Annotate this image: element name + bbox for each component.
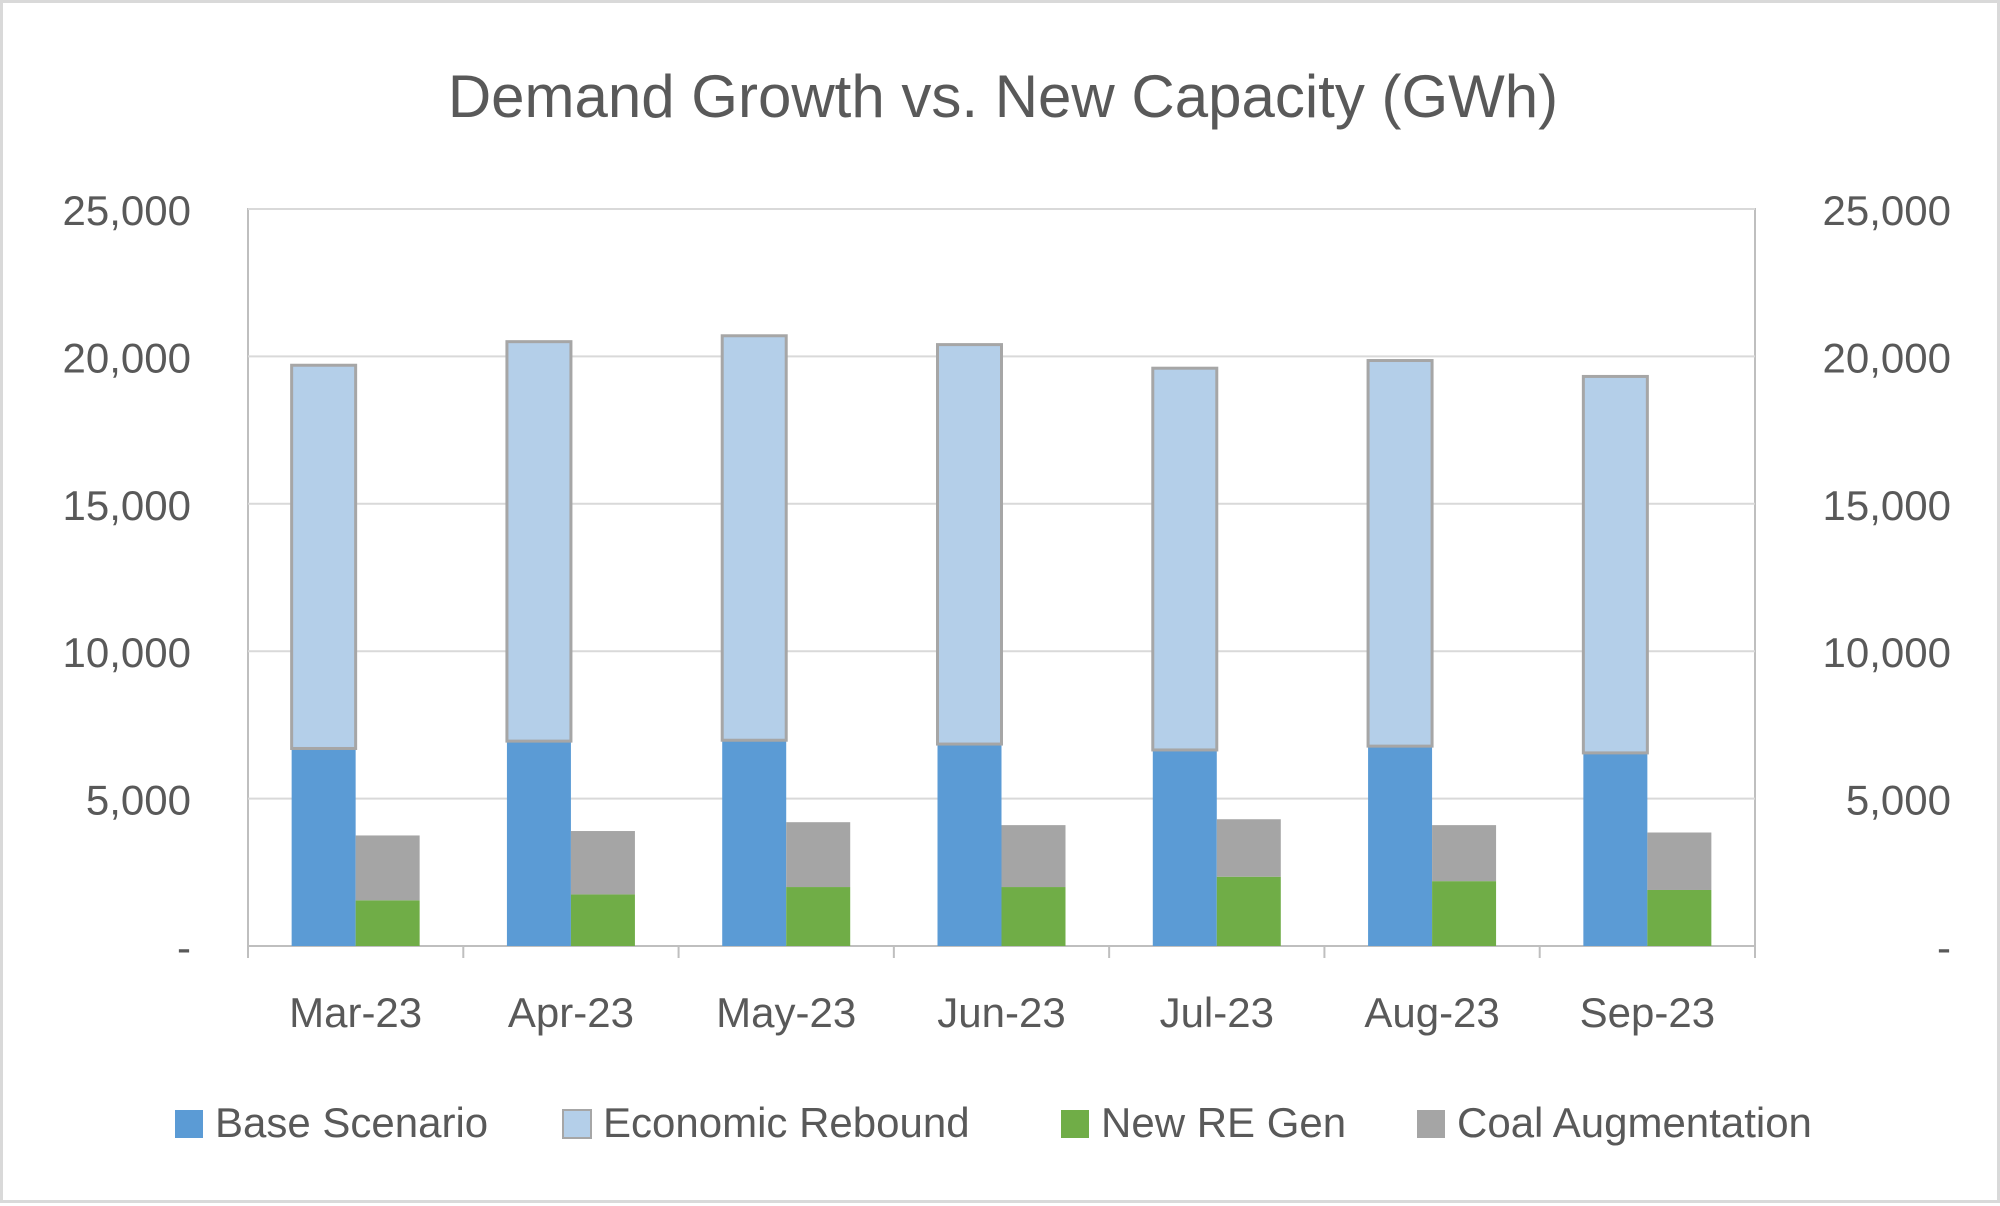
y-tick-label-left: 25,000 bbox=[63, 187, 191, 234]
legend: Base Scenario Economic Rebound New RE Gen C… bbox=[175, 1099, 1812, 1146]
y-tick-label-right: 25,000 bbox=[1823, 187, 1951, 234]
bar-economic-rebound bbox=[1151, 366, 1219, 752]
x-tick-label: Mar-23 bbox=[289, 989, 422, 1036]
chart-title: Demand Growth vs. New Capacity (GWh) bbox=[448, 63, 1558, 130]
y-tick-label-right: 5,000 bbox=[1846, 777, 1951, 824]
bar-base-scenario bbox=[1583, 752, 1648, 946]
legend-label: Economic Rebound bbox=[603, 1099, 970, 1146]
legend-label: New RE Gen bbox=[1101, 1099, 1346, 1146]
bar-coal-augmentation bbox=[786, 822, 851, 888]
x-tick-label: Sep-23 bbox=[1580, 989, 1715, 1036]
y-tick-label-right: - bbox=[1937, 924, 1951, 971]
legend-swatch bbox=[562, 1109, 592, 1139]
bar-coal-augmentation bbox=[1647, 832, 1712, 890]
x-tick-label: Jun-23 bbox=[937, 989, 1065, 1036]
bar-new-re-gen bbox=[1001, 887, 1066, 946]
y-tick-label-left: 5,000 bbox=[86, 777, 191, 824]
legend-label: Coal Augmentation bbox=[1457, 1099, 1812, 1146]
bars bbox=[290, 334, 1712, 946]
y-tick-label-right: 10,000 bbox=[1823, 629, 1951, 676]
bar-coal-augmentation bbox=[1216, 819, 1281, 877]
bar-base-scenario bbox=[722, 740, 787, 946]
bar-economic-rebound bbox=[505, 340, 573, 743]
axes: - - 5,000 5,000 10,000 10,000 15,000 15,000 20,0… bbox=[63, 187, 1951, 1036]
y-tick-label-left: 15,000 bbox=[63, 482, 191, 529]
legend-swatch bbox=[1417, 1110, 1445, 1138]
bar-new-re-gen bbox=[1216, 876, 1281, 946]
bar-new-re-gen bbox=[1432, 881, 1497, 946]
x-tick-label: Aug-23 bbox=[1364, 989, 1499, 1036]
bar-economic-rebound bbox=[936, 343, 1003, 746]
y-tick-label-right: 15,000 bbox=[1823, 482, 1951, 529]
bar-new-re-gen bbox=[1647, 889, 1712, 946]
x-tick-label: May-23 bbox=[716, 989, 856, 1036]
bar-new-re-gen bbox=[570, 894, 635, 946]
bar-coal-augmentation bbox=[1001, 825, 1066, 888]
bar-new-re-gen bbox=[786, 887, 851, 946]
bar-coal-augmentation bbox=[1432, 825, 1497, 882]
y-tick-label-left: - bbox=[177, 924, 191, 971]
chart-canvas: Demand Growth vs. New Capacity (GWh) - - 5… bbox=[63, 63, 1951, 1146]
legend-swatch bbox=[175, 1110, 203, 1138]
bar-base-scenario bbox=[1152, 749, 1217, 946]
bar-coal-augmentation bbox=[570, 831, 635, 895]
bar-base-scenario bbox=[291, 748, 356, 946]
y-tick-label-left: 10,000 bbox=[63, 629, 191, 676]
bar-base-scenario bbox=[937, 744, 1002, 946]
bar-coal-augmentation bbox=[355, 835, 420, 901]
x-tick-label: Jul-23 bbox=[1160, 989, 1274, 1036]
x-tick-label: Apr-23 bbox=[508, 989, 634, 1036]
bar-economic-rebound bbox=[1366, 359, 1434, 748]
y-tick-label-left: 20,000 bbox=[63, 334, 191, 381]
bar-economic-rebound bbox=[720, 334, 788, 742]
bar-new-re-gen bbox=[355, 900, 420, 946]
bar-base-scenario bbox=[506, 741, 571, 946]
bar-base-scenario bbox=[1368, 746, 1433, 946]
bar-economic-rebound bbox=[1581, 374, 1649, 755]
legend-label: Base Scenario bbox=[215, 1099, 488, 1146]
y-tick-label-right: 20,000 bbox=[1823, 334, 1951, 381]
legend-swatch bbox=[1061, 1110, 1089, 1138]
bar-economic-rebound bbox=[290, 363, 358, 750]
